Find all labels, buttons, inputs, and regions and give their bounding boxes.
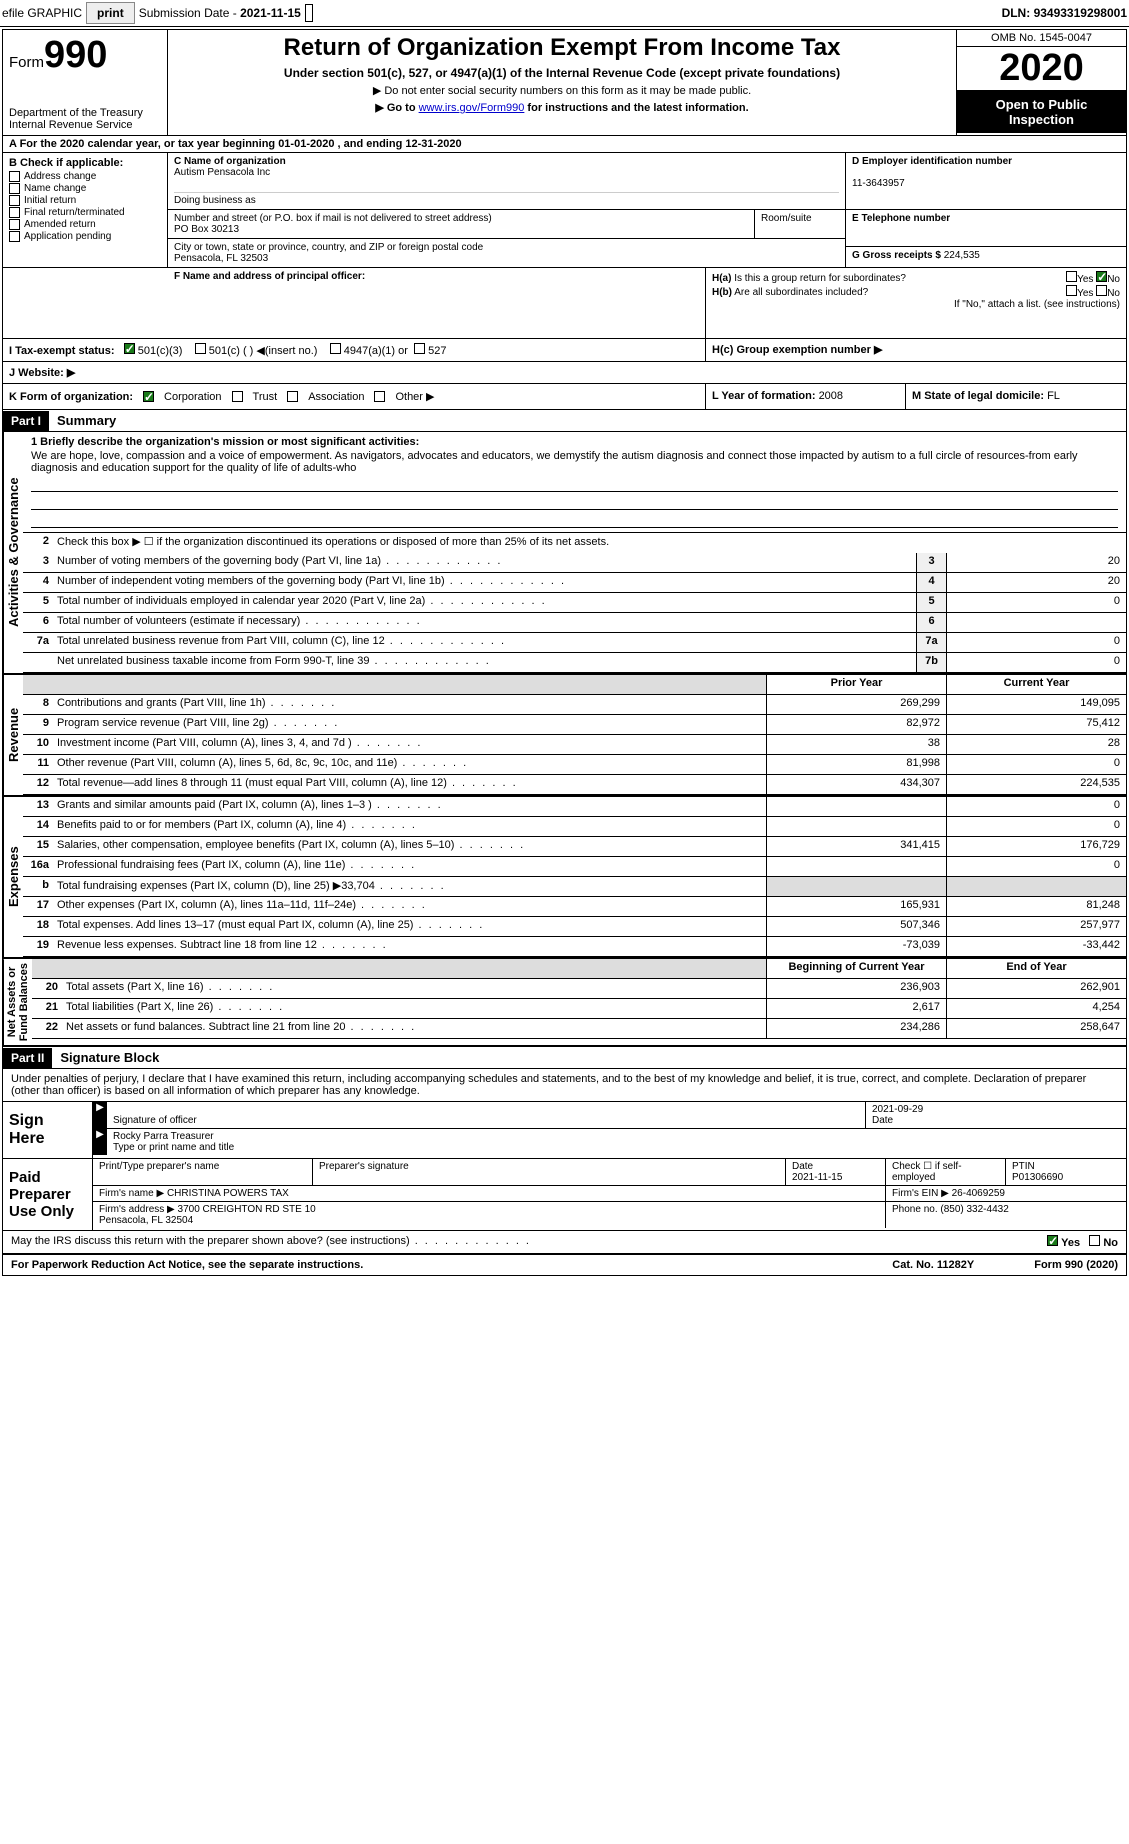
sign-here-label: Sign Here bbox=[3, 1102, 93, 1158]
gross-receipts: 224,535 bbox=[944, 250, 980, 261]
dept-label: Department of the Treasury Internal Reve… bbox=[9, 107, 161, 131]
header-center: Return of Organization Exempt From Incom… bbox=[168, 30, 956, 135]
checkbox-discuss-yes[interactable] bbox=[1047, 1235, 1058, 1246]
arrow-icon: ▶ bbox=[93, 1129, 107, 1155]
vlabel-netassets: Net Assets or Fund Balances bbox=[3, 959, 32, 1045]
box-b-title: B Check if applicable: bbox=[9, 157, 161, 169]
checkbox-501c[interactable] bbox=[195, 343, 206, 354]
box-c-to-g: C Name of organization Autism Pensacola … bbox=[168, 153, 1126, 267]
footer-formid: Form 990 (2020) bbox=[1034, 1259, 1118, 1271]
print-button[interactable]: print bbox=[86, 2, 135, 24]
note-link: ▶ Go to www.irs.gov/Form990 for instruct… bbox=[174, 101, 950, 114]
gov-section: Activities & Governance 1 Briefly descri… bbox=[3, 432, 1126, 675]
f-h-block: F Name and address of principal officer:… bbox=[3, 268, 1126, 339]
box-f: F Name and address of principal officer: bbox=[168, 268, 706, 338]
form-footer: For Paperwork Reduction Act Notice, see … bbox=[3, 1254, 1126, 1275]
open-public-badge: Open to Public Inspection bbox=[957, 91, 1126, 133]
sign-date: 2021-09-29 bbox=[872, 1104, 923, 1115]
firm-ein: 26-4069259 bbox=[952, 1188, 1005, 1199]
checkbox-4947[interactable] bbox=[330, 343, 341, 354]
checkbox-amended[interactable] bbox=[9, 219, 20, 230]
part2-header: Part II Signature Block bbox=[3, 1047, 1126, 1069]
vlabel-gov: Activities & Governance bbox=[3, 432, 23, 673]
checkbox-527[interactable] bbox=[414, 343, 425, 354]
box-k: K Form of organization: Corporation Trus… bbox=[3, 384, 706, 409]
part1-header: Part I Summary bbox=[3, 410, 1126, 432]
row-a-period: A For the 2020 calendar year, or tax yea… bbox=[3, 136, 1126, 153]
header-left: Form990 Department of the Treasury Inter… bbox=[3, 30, 168, 135]
form-title: Return of Organization Exempt From Incom… bbox=[174, 34, 950, 62]
checkbox-app-pending[interactable] bbox=[9, 231, 20, 242]
footer-notice: For Paperwork Reduction Act Notice, see … bbox=[11, 1259, 363, 1271]
form-subtitle: Under section 501(c), 527, or 4947(a)(1)… bbox=[174, 66, 950, 80]
checkbox-discuss-no[interactable] bbox=[1089, 1235, 1100, 1246]
box-b: B Check if applicable: Address change Na… bbox=[3, 153, 168, 267]
box-l: L Year of formation: 2008 bbox=[706, 384, 906, 409]
netassets-section: Net Assets or Fund Balances Beginning of… bbox=[3, 959, 1126, 1047]
checkbox-assoc[interactable] bbox=[287, 391, 298, 402]
org-name: Autism Pensacola Inc bbox=[174, 167, 270, 178]
checkbox-ha-no[interactable] bbox=[1096, 271, 1107, 282]
firm-name: CHRISTINA POWERS TAX bbox=[167, 1188, 289, 1199]
expenses-section: Expenses 13Grants and similar amounts pa… bbox=[3, 797, 1126, 959]
officer-name: Rocky Parra Treasurer bbox=[113, 1131, 214, 1142]
revenue-section: Revenue Prior YearCurrent Year 8Contribu… bbox=[3, 675, 1126, 797]
sign-here-block: Sign Here ▶ Signature of officer 2021-09… bbox=[3, 1102, 1126, 1159]
box-d: D Employer identification number 11-3643… bbox=[846, 153, 1126, 209]
dln: DLN: 93493319298001 bbox=[1002, 6, 1127, 20]
row-i: I Tax-exempt status: 501(c)(3) 501(c) ( … bbox=[3, 339, 1126, 362]
header-right: OMB No. 1545-0047 2020 Open to Public In… bbox=[956, 30, 1126, 135]
checkbox-initial-return[interactable] bbox=[9, 195, 20, 206]
checkbox-501c3[interactable] bbox=[124, 343, 135, 354]
checkbox-address-change[interactable] bbox=[9, 171, 20, 182]
mission-text: We are hope, love, compassion and a voic… bbox=[31, 450, 1118, 474]
row-j: J Website: ▶ bbox=[3, 362, 1126, 384]
checkbox-trust[interactable] bbox=[232, 391, 243, 402]
top-bar: efile GRAPHIC print Submission Date - 20… bbox=[0, 0, 1129, 27]
address-cell: Number and street (or P.O. box if mail i… bbox=[168, 210, 846, 267]
efile-label: efile GRAPHIC bbox=[2, 6, 82, 20]
box-hc: H(c) Group exemption number ▶ bbox=[706, 339, 1126, 361]
street-address: PO Box 30213 bbox=[174, 224, 239, 235]
omb-number: OMB No. 1545-0047 bbox=[957, 30, 1126, 47]
entity-info-block: B Check if applicable: Address change Na… bbox=[3, 153, 1126, 268]
mission-box: 1 Briefly describe the organization's mi… bbox=[23, 432, 1126, 533]
checkbox-corp[interactable] bbox=[143, 391, 154, 402]
paid-preparer-label: Paid Preparer Use Only bbox=[3, 1159, 93, 1230]
footer-catno: Cat. No. 11282Y bbox=[892, 1259, 974, 1271]
firm-phone: (850) 332-4432 bbox=[940, 1204, 1008, 1215]
ein-value: 11-3643957 bbox=[852, 178, 905, 189]
arrow-icon: ▶ bbox=[93, 1102, 107, 1128]
ptin: P01306690 bbox=[1012, 1172, 1063, 1183]
checkbox-ha-yes[interactable] bbox=[1066, 271, 1077, 282]
checkbox-final-return[interactable] bbox=[9, 207, 20, 218]
form-container: Form990 Department of the Treasury Inter… bbox=[2, 29, 1127, 1276]
box-m: M State of legal domicile: FL bbox=[906, 384, 1126, 409]
vlabel-revenue: Revenue bbox=[3, 675, 23, 795]
box-e-g: E Telephone number G Gross receipts $ 22… bbox=[846, 210, 1126, 267]
sig-declaration: Under penalties of perjury, I declare th… bbox=[3, 1069, 1126, 1102]
org-name-cell: C Name of organization Autism Pensacola … bbox=[168, 153, 846, 209]
checkbox-other[interactable] bbox=[374, 391, 385, 402]
note-ssn: ▶ Do not enter social security numbers o… bbox=[174, 84, 950, 97]
form-number: Form990 bbox=[9, 34, 161, 77]
form-header: Form990 Department of the Treasury Inter… bbox=[3, 30, 1126, 136]
city-state-zip: Pensacola, FL 32503 bbox=[174, 253, 268, 264]
irs-link[interactable]: www.irs.gov/Form990 bbox=[419, 102, 525, 114]
row-klm: K Form of organization: Corporation Trus… bbox=[3, 384, 1126, 410]
box-h: H(a) Is this a group return for subordin… bbox=[706, 268, 1126, 338]
submission-label: Submission Date - 2021-11-15 bbox=[139, 6, 301, 20]
vlabel-expenses: Expenses bbox=[3, 797, 23, 957]
divider bbox=[305, 4, 313, 22]
tax-year: 2020 bbox=[957, 47, 1126, 91]
paid-preparer-block: Paid Preparer Use Only Print/Type prepar… bbox=[3, 1159, 1126, 1231]
checkbox-name-change[interactable] bbox=[9, 183, 20, 194]
checkbox-hb-no[interactable] bbox=[1096, 285, 1107, 296]
checkbox-hb-yes[interactable] bbox=[1066, 285, 1077, 296]
may-discuss-row: May the IRS discuss this return with the… bbox=[3, 1231, 1126, 1254]
